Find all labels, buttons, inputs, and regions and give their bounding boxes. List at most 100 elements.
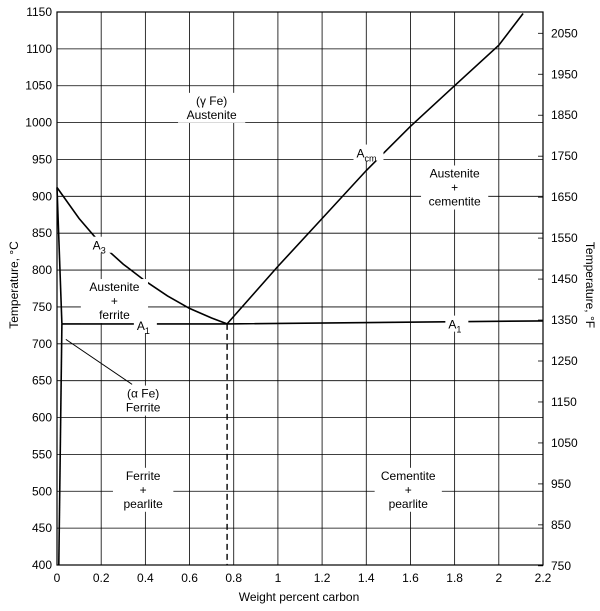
x-tick-label: 1.8 [446, 571, 463, 585]
y-tick-label: 400 [32, 558, 52, 572]
label-acm: Acm [353, 144, 384, 164]
region-label-line: ferrite [99, 308, 130, 322]
y-tick-label: 850 [32, 226, 52, 240]
label-background [374, 467, 442, 512]
line-label-subscript: 1 [456, 325, 461, 335]
region-label-line: Ferrite [126, 469, 161, 483]
label-background [89, 236, 113, 253]
y2-tick-label: 1350 [551, 313, 578, 327]
line-label-main: A [448, 318, 456, 332]
region-label-line: Ferrite [126, 401, 161, 415]
region-labels: (γ Fe)AusteniteAcmAustenite+cementiteA3A… [80, 92, 489, 512]
label-background [133, 317, 157, 334]
line-label-subscript: 1 [145, 326, 150, 336]
region-label-line: + [451, 180, 458, 194]
label-a1-right: A1 [445, 315, 469, 335]
solvus-line [58, 323, 63, 566]
x-axis-title: Weight percent carbon [239, 590, 360, 604]
y2-tick-label: 850 [551, 518, 571, 532]
x-tick-label: 1.4 [358, 571, 375, 585]
solvus-line [56, 187, 63, 324]
line-label: A1 [448, 318, 461, 335]
label-fer-pearl: Ferrite+pearlite [112, 467, 174, 512]
label-background [80, 279, 149, 324]
label-aus-cem: Austenite+cementite [421, 165, 489, 210]
region-label-line: + [405, 483, 412, 497]
x-tick-label: 0 [54, 571, 61, 585]
y2-tick-label: 1650 [551, 190, 578, 204]
y-tick-label: 800 [32, 263, 52, 277]
region-label-line: + [111, 294, 118, 308]
y-tick-label: 1000 [25, 116, 52, 130]
region-label-line: Austenite [187, 108, 237, 122]
y-axis-title: Temperature, °C [7, 241, 21, 329]
label-background [116, 385, 170, 416]
y-tick-label: 900 [32, 189, 52, 203]
y2-tick-label: 1550 [551, 231, 578, 245]
acm-line [226, 13, 524, 325]
x-tick-label: 1 [275, 571, 282, 585]
x-tick-label: 0.2 [93, 571, 110, 585]
y2-axis-tick-labels: 750 850 950 1050 1150 1250 1350 1450 1550 1650 175… [538, 26, 578, 573]
region-label-line: Cementite [381, 469, 436, 483]
line-label-main: A [93, 239, 101, 253]
ferrite-leader-line [65, 338, 133, 385]
x-tick-label: 2 [495, 571, 502, 585]
region-label-line: Austenite [89, 280, 139, 294]
x-tick-label: 0.4 [137, 571, 154, 585]
y-tick-label: 450 [32, 521, 52, 535]
region-label-line: cementite [429, 194, 481, 208]
x-tick-label: 1.2 [314, 571, 331, 585]
plot-frame [56, 11, 544, 566]
y-tick-label: 600 [32, 411, 52, 425]
y-tick-label: 950 [32, 152, 52, 166]
line-label: A3 [93, 239, 106, 256]
label-background [112, 467, 174, 512]
label-background [445, 315, 469, 332]
y-tick-label: 650 [32, 374, 52, 388]
label-background [178, 92, 246, 123]
y-tick-label: 550 [32, 447, 52, 461]
leader-lines [65, 338, 133, 385]
region-label-line: pearlite [123, 497, 163, 511]
label-background [421, 165, 489, 210]
region-label-line: Austenite [430, 166, 480, 180]
line-label-subscript: cm [364, 154, 376, 164]
region-label-line: (α Fe) [127, 387, 159, 401]
y2-tick-label: 1750 [551, 149, 578, 163]
region-label-line: pearlite [389, 497, 429, 511]
line-label-subscript: 3 [101, 246, 106, 256]
y2-tick-label: 950 [551, 477, 571, 491]
y2-tick-label: 2050 [551, 26, 578, 40]
y-tick-label: 1100 [26, 42, 52, 56]
y2-tick-label: 1150 [551, 395, 577, 409]
region-label-line: (γ Fe) [196, 94, 227, 108]
x-tick-label: 2.2 [535, 571, 552, 585]
y2-tick-label: 1950 [551, 67, 578, 81]
label-a3: A3 [89, 236, 113, 256]
y-tick-label: 750 [32, 300, 52, 314]
label-alpha: (α Fe)Ferrite [116, 385, 170, 416]
label-cem-pearl: Cementite+pearlite [374, 467, 442, 512]
y-tick-label: 500 [32, 484, 52, 498]
y2-tick-label: 1050 [551, 436, 578, 450]
line-label-main: A [356, 147, 364, 161]
line-label: A1 [137, 319, 150, 336]
y-tick-label: 1050 [25, 79, 52, 93]
phase-boundaries [56, 13, 544, 566]
x-tick-label: 1.6 [402, 571, 419, 585]
line-label-main: A [137, 319, 145, 333]
x-axis-tick-labels: 0 0.2 0.4 0.6 0.8 1 1.2 1.4 1.6 1.8 2 2.2 [54, 571, 552, 585]
y2-tick-label: 1450 [551, 272, 578, 286]
line-label: Acm [356, 147, 376, 164]
x-tick-label: 0.6 [181, 571, 198, 585]
label-background [353, 144, 384, 161]
label-aus-fer: Austenite+ferrite [80, 279, 149, 324]
region-label-line: + [140, 483, 147, 497]
y-tick-label: 700 [32, 337, 52, 351]
y2-axis-title: Temperature, °F [583, 242, 597, 328]
label-a1-left: A1 [133, 317, 157, 336]
x-tick-label: 0.8 [225, 571, 242, 585]
y-tick-label: 1150 [26, 5, 52, 19]
